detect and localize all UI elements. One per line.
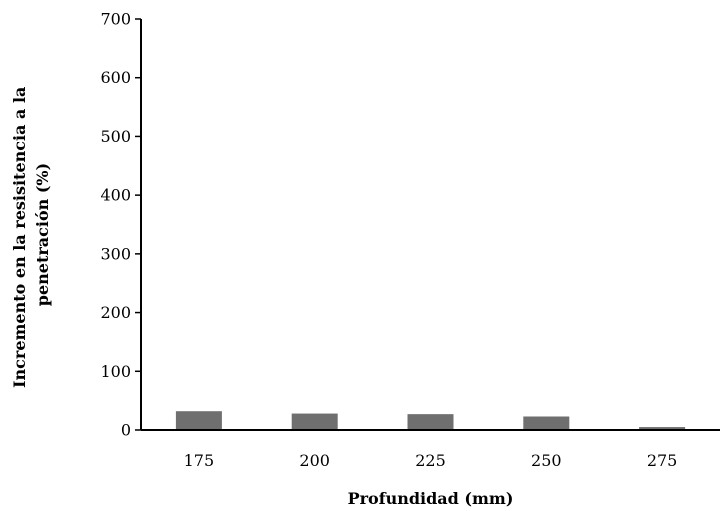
bars-layer [175,411,686,430]
y-axis-title-line-2: penetración (%) [33,163,52,306]
y-axis-title-line-1: Incremento en la resisitencia a la [10,87,29,388]
x-tick-label: 175 [184,451,215,470]
y-tick-label: 400 [100,186,131,205]
bar-175 [175,411,222,430]
y-tick-label: 700 [100,10,131,29]
y-tick-label: 300 [100,244,131,263]
bar-200 [291,413,338,430]
y-tick-label: 500 [100,127,131,146]
x-tick-label: 225 [415,451,446,470]
y-tick-label: 0 [121,421,131,440]
y-tick-label: 600 [100,68,131,87]
y-ticks: 0 100 200 300 400 500 600 700 [100,10,141,440]
y-tick-label: 100 [100,362,131,381]
x-tick-label: 275 [647,451,678,470]
x-ticks: 175 200 225 250 275 [184,451,678,470]
y-axis-title: Incremento en la resisitencia a la penet… [10,81,52,388]
bar-275 [639,427,686,430]
x-axis-title: Profundidad (mm) [348,489,514,508]
x-tick-label: 200 [299,451,330,470]
bar-225 [407,414,454,430]
x-tick-label: 250 [531,451,562,470]
axes-layer [140,19,720,431]
y-tick-label: 200 [100,303,131,322]
bar-250 [523,416,570,430]
